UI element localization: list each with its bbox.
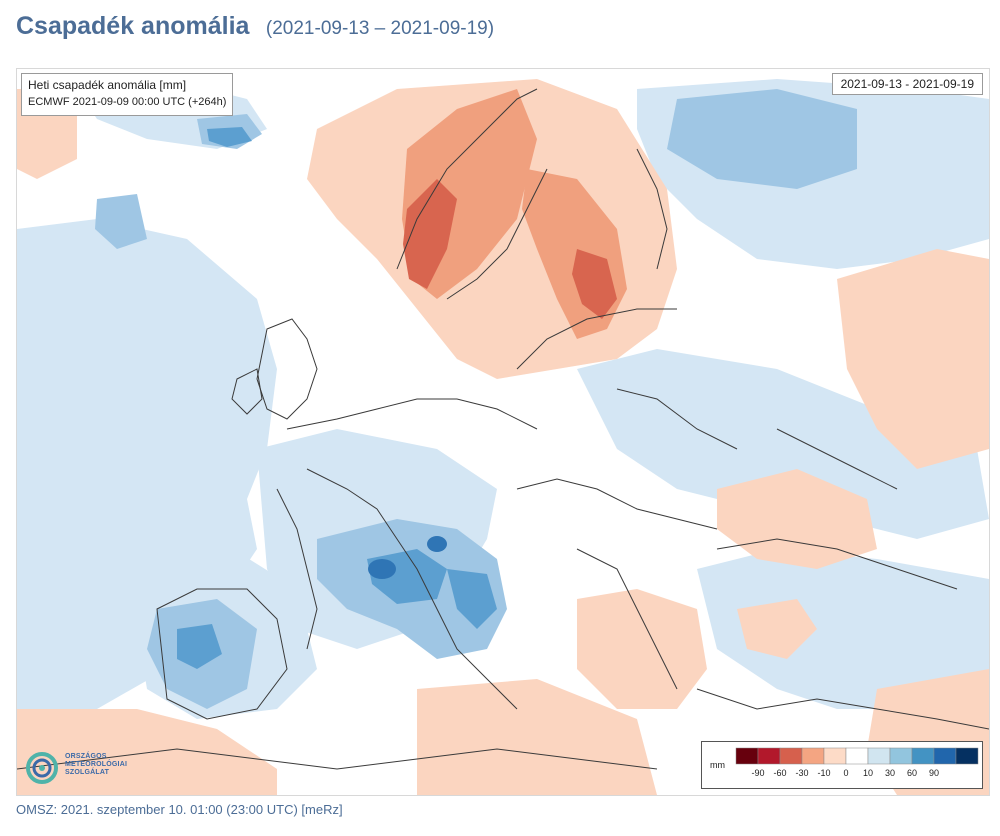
- legend-swatch: [823, 747, 847, 765]
- legend-swatch: [889, 747, 913, 765]
- legend-tick-label: -60: [773, 768, 786, 778]
- anomaly-map: Heti csapadék anomália [mm] ECMWF 2021-0…: [16, 68, 990, 796]
- legend-swatch: [757, 747, 781, 765]
- page-title: Csapadék anomália (2021-09-13 – 2021-09-…: [16, 12, 494, 41]
- logo-swirl-icon: [26, 752, 58, 784]
- legend-tick-label: -10: [817, 768, 830, 778]
- legend-tick-label: -90: [751, 768, 764, 778]
- legend-swatch: [845, 747, 869, 765]
- legend-swatch: [911, 747, 935, 765]
- coastlines-borders: [17, 88, 989, 770]
- logo-line-1: ORSZÁGOS: [65, 753, 107, 760]
- footer-text: OMSZ: 2021. szeptember 10. 01:00 (23:00 …: [16, 802, 343, 817]
- legend-swatch: [735, 747, 759, 765]
- color-legend: mm -90 -60 -30 -10 0 10 30 60 90: [701, 741, 983, 789]
- title-text: Csapadék anomália: [16, 12, 250, 40]
- logo-line-2: METEOROLÓGIAI: [65, 761, 128, 768]
- title-period: (2021-09-13 – 2021-09-19): [265, 18, 495, 39]
- map-date-range: 2021-09-13 - 2021-09-19: [831, 73, 983, 95]
- legend-tick-label: 30: [885, 768, 895, 778]
- legend-tick-label: 0: [843, 768, 848, 778]
- legend-swatch: [801, 747, 825, 765]
- map-info-box: Heti csapadék anomália [mm] ECMWF 2021-0…: [21, 73, 234, 116]
- legend-swatch: [867, 747, 891, 765]
- info-variable: Heti csapadék anomália [mm]: [28, 78, 187, 92]
- legend-tick-label: -30: [795, 768, 808, 778]
- legend-swatch: [955, 747, 979, 765]
- legend-tick-label: 90: [929, 768, 939, 778]
- logo-line-3: SZOLGÁLAT: [65, 769, 110, 776]
- legend-tick-label: 60: [907, 768, 917, 778]
- positive-anomaly-core: [368, 536, 447, 579]
- info-model-run: ECMWF 2021-09-09 00:00 UTC (+264h): [28, 96, 227, 108]
- legend-tick-label: 10: [863, 768, 873, 778]
- positive-anomaly-strong: [177, 127, 497, 669]
- legend-unit: mm: [710, 760, 725, 770]
- omsz-logo: ORSZÁGOS METEOROLÓGIAI SZOLGÁLAT: [25, 749, 145, 789]
- map-canvas: [17, 69, 989, 795]
- negative-anomaly-strong: [403, 179, 617, 319]
- legend-swatch: [779, 747, 803, 765]
- legend-swatch: [933, 747, 957, 765]
- logo-text: ORSZÁGOS METEOROLÓGIAI SZOLGÁLAT: [65, 753, 127, 777]
- legend-scale: -90 -60 -30 -10 0 10 30 60 90: [735, 747, 979, 778]
